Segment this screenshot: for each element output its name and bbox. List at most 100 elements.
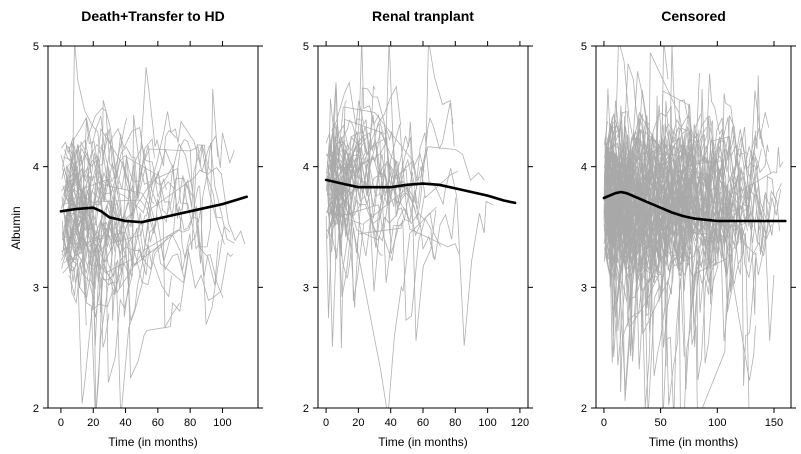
trajectory-line <box>62 144 87 326</box>
x-tick-label: 80 <box>449 417 461 429</box>
trajectory-line <box>325 137 437 408</box>
trajectory-line <box>603 46 669 201</box>
y-tick-label: 2 <box>303 403 309 415</box>
smooth-curve <box>324 178 517 205</box>
figure-y-axis-label: Albumin <box>9 206 23 249</box>
x-tick-label: 20 <box>352 417 364 429</box>
trajectory-line <box>603 125 656 207</box>
trajectory-line <box>63 155 96 220</box>
data-area <box>59 46 248 408</box>
panel-title: Death+Transfer to HD <box>81 8 225 24</box>
trajectory-line <box>65 88 219 346</box>
trajectory-line <box>331 85 402 185</box>
x-tick-label: 60 <box>152 417 164 429</box>
trajectory-line <box>330 222 341 259</box>
x-tick-label: 40 <box>119 417 131 429</box>
trajectory-line <box>606 116 762 293</box>
trajectory-line <box>328 81 458 206</box>
trajectory-line <box>606 90 737 248</box>
x-axis-label: Time (in months) <box>378 435 468 449</box>
smooth-curve <box>59 195 248 224</box>
trajectory-line <box>604 115 754 278</box>
trajectory-line <box>603 121 608 146</box>
panel-frame <box>47 45 259 409</box>
trajectory-line <box>63 144 246 314</box>
y-tick-label: 4 <box>33 162 39 174</box>
x-axis-label: Time (in months) <box>649 435 739 449</box>
x-tick-label: 80 <box>184 417 196 429</box>
trajectory-line <box>63 181 231 408</box>
chart-panel-1: Death+Transfer to HD 0 20 40 60 80 100 2 3 4 5 Time… <box>33 8 263 449</box>
chart-panel-3: Censored 0 50 100 150 2 3 4 5 Time (in months) <box>581 8 796 449</box>
trajectory-line <box>606 75 770 250</box>
y-tick-label: 3 <box>581 282 587 294</box>
trajectory-line <box>331 180 435 321</box>
y-tick-label: 5 <box>33 41 39 53</box>
panel-title: Censored <box>661 8 726 24</box>
trajectory-line <box>66 221 188 379</box>
x-tick-label: 100 <box>213 417 231 429</box>
trajectory-line <box>65 238 73 249</box>
x-tick-label: 20 <box>87 417 99 429</box>
trajectory-line <box>606 182 632 236</box>
x-tick-label: 120 <box>511 417 529 429</box>
y-tick-label: 5 <box>303 41 309 53</box>
trajectory-line <box>69 126 160 220</box>
trajectory-line <box>62 231 150 289</box>
trajectory-line <box>60 107 128 203</box>
y-tick-label: 2 <box>581 403 587 415</box>
trajectory-line <box>605 244 614 278</box>
trajectory-line <box>326 46 455 292</box>
x-tick-label: 50 <box>654 417 666 429</box>
panel-title: Renal tranplant <box>372 8 474 24</box>
trajectory-line <box>331 140 346 165</box>
data-area <box>602 46 787 408</box>
panel-frame <box>595 45 792 409</box>
trajectory-line <box>329 100 348 257</box>
trajectory-line <box>604 185 759 408</box>
smooth-curve <box>602 190 787 223</box>
trajectory-line <box>603 199 607 202</box>
trajectory-line <box>604 121 618 184</box>
trajectory-line <box>70 148 81 170</box>
trajectory-line <box>328 106 494 346</box>
trajectory-line <box>68 146 76 176</box>
trajectory-line <box>330 182 357 236</box>
y-tick-label: 3 <box>303 282 309 294</box>
trajectory-line <box>327 87 425 349</box>
trajectory-line <box>327 122 402 283</box>
trajectory-line <box>65 116 141 199</box>
trajectory-line <box>60 111 235 214</box>
y-tick-label: 3 <box>33 282 39 294</box>
trajectory-line <box>327 131 397 240</box>
trajectory-line <box>606 183 711 284</box>
y-tick-label: 4 <box>581 162 587 174</box>
trajectory-line <box>67 147 97 200</box>
y-tick-label: 4 <box>303 162 309 174</box>
x-axis-label: Time (in months) <box>108 435 198 449</box>
trajectory-line <box>68 232 77 245</box>
y-tick-label: 2 <box>33 403 39 415</box>
trajectory-line <box>604 123 763 329</box>
trajectory-line <box>64 140 129 311</box>
trajectory-line <box>64 181 122 255</box>
x-tick-label: 0 <box>323 417 329 429</box>
trajectory-line <box>604 124 666 205</box>
x-tick-label: 60 <box>417 417 429 429</box>
trajectory-line <box>331 118 366 173</box>
trajectory-line <box>331 204 441 262</box>
trajectory-line <box>605 172 609 183</box>
trajectory-line <box>63 228 234 302</box>
trajectory-line <box>68 211 82 252</box>
x-tick-label: 150 <box>765 417 783 429</box>
y-tick-label: 5 <box>581 41 587 53</box>
trajectory-line <box>68 247 110 348</box>
trajectory-line <box>325 211 363 225</box>
x-tick-label: 40 <box>385 417 397 429</box>
trajectory-line <box>61 200 118 299</box>
x-tick-label: 100 <box>708 417 726 429</box>
trajectory-line <box>62 233 82 272</box>
chart-panel-2: Renal tranplant 0 20 40 60 80 100 120 2 3 4 5 Time (… <box>303 8 533 449</box>
trajectory-line <box>606 177 637 243</box>
